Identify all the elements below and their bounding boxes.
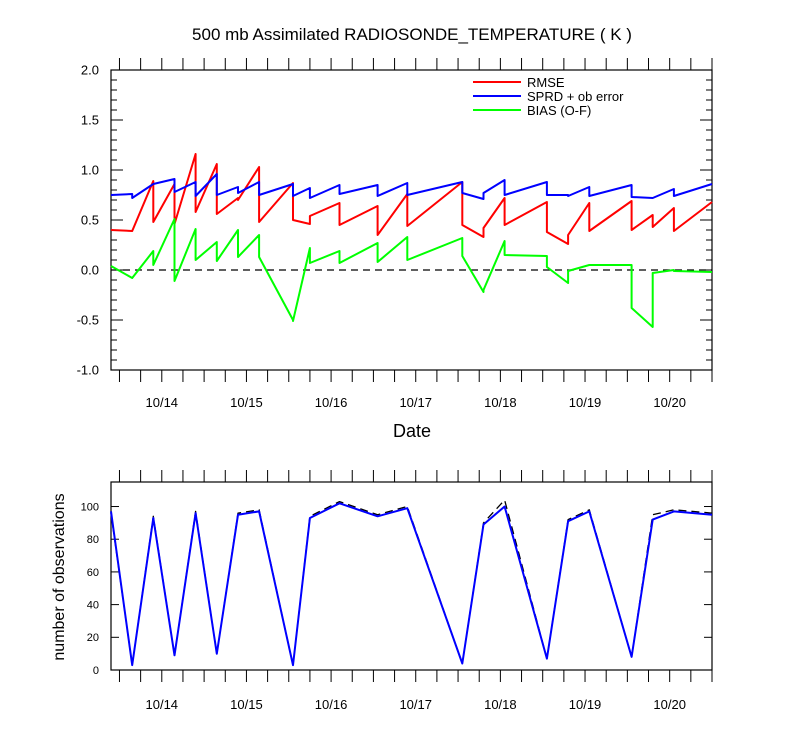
plot-frame (110, 481, 713, 671)
top-chart-title: 500 mb Assimilated RADIOSONDE_TEMPERATUR… (192, 25, 632, 44)
x-tick-label: 10/19 (569, 697, 602, 712)
y-tick-label: -0.5 (77, 313, 99, 328)
y-tick-label: 40 (87, 599, 99, 611)
series-line-possible (110, 499, 713, 666)
x-tick-label: 10/15 (230, 395, 263, 410)
top-chart: -1.0 -0.5 0.0 0.5 1.0 1.5 2.0 10/14 10/15 10/16 10… (77, 58, 713, 410)
x-tick-label: 10/15 (230, 697, 263, 712)
legend-label: SPRD + ob error (527, 89, 624, 104)
y-tick-label: 80 (87, 534, 99, 546)
x-tick-label: 10/20 (653, 697, 686, 712)
y-tick-label: 20 (87, 632, 99, 644)
x-tick-label: 10/17 (399, 395, 432, 410)
x-tick-label: 10/16 (315, 697, 348, 712)
x-tick-label: 10/18 (484, 697, 517, 712)
x-tick-label: 10/19 (569, 395, 602, 410)
x-tick-label: 10/20 (653, 395, 686, 410)
y-tick-label: 1.5 (81, 113, 99, 128)
legend-label: BIAS (O-F) (527, 103, 591, 118)
y-tick-label: -1.0 (77, 363, 99, 378)
series-line-assimilated (110, 502, 713, 667)
plot-frame (110, 69, 713, 371)
legend-label: RMSE (527, 75, 565, 90)
y-tick-label: 60 (87, 567, 99, 579)
series-line-sprd-ob-error (110, 173, 713, 200)
series-line-bias-o-f- (110, 218, 713, 328)
y-tick-label: 100 (81, 501, 99, 513)
x-tick-label: 10/18 (484, 395, 517, 410)
x-tick-label: 10/16 (315, 395, 348, 410)
y-tick-label: 0.0 (81, 263, 99, 278)
bottom-chart: 0 20 40 60 80 100 10/14 10/15 10/16 10/17 10/18 10/… (81, 470, 713, 712)
series-line-rmse (110, 153, 713, 245)
y-tick-label: 0.5 (81, 213, 99, 228)
y-tick-label: 2.0 (81, 63, 99, 78)
x-tick-label: 10/14 (146, 395, 179, 410)
bottom-chart-ylabel: number of observations (51, 493, 68, 660)
y-tick-label: 0 (93, 665, 99, 677)
top-chart-xlabel: Date (393, 421, 431, 441)
y-tick-label: 1.0 (81, 163, 99, 178)
x-tick-label: 10/14 (146, 697, 179, 712)
x-tick-label: 10/17 (399, 697, 432, 712)
